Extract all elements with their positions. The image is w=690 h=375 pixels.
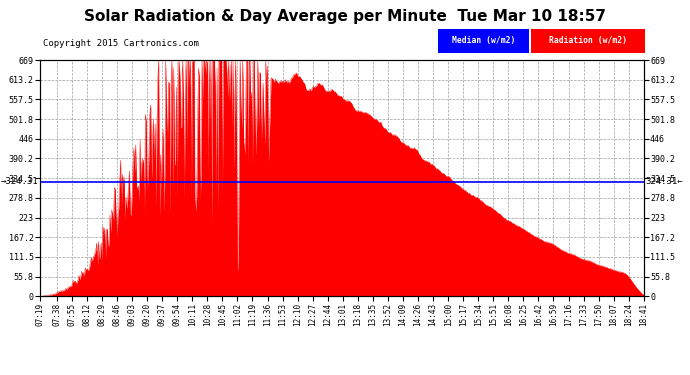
Text: Copyright 2015 Cartronics.com: Copyright 2015 Cartronics.com bbox=[43, 39, 199, 48]
Text: Solar Radiation & Day Average per Minute  Tue Mar 10 18:57: Solar Radiation & Day Average per Minute… bbox=[84, 9, 606, 24]
FancyBboxPatch shape bbox=[438, 30, 529, 53]
Text: →324.31: →324.31 bbox=[1, 177, 38, 186]
FancyBboxPatch shape bbox=[531, 30, 645, 53]
Text: Radiation (w/m2): Radiation (w/m2) bbox=[549, 36, 627, 45]
Text: Median (w/m2): Median (w/m2) bbox=[452, 36, 515, 45]
Text: 324.31←: 324.31← bbox=[646, 177, 683, 186]
